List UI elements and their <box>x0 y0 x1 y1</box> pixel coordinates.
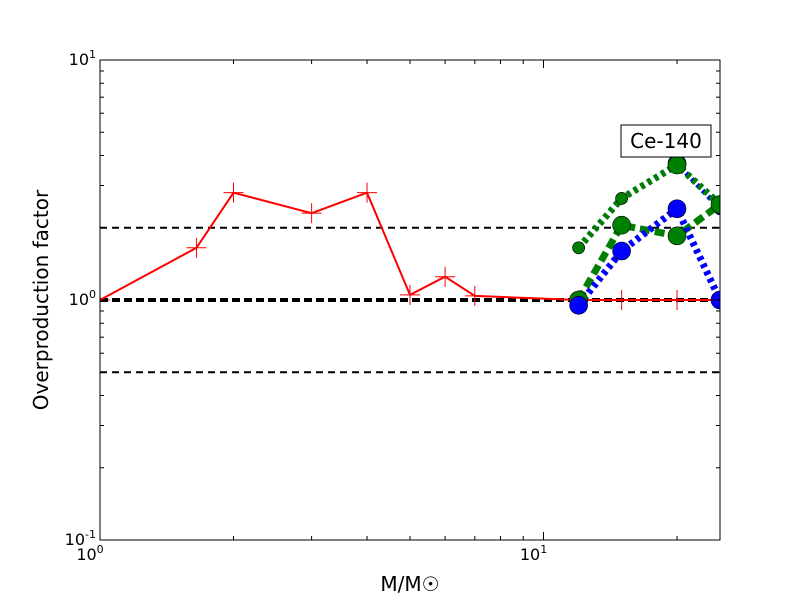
x-tick-label: 101 <box>520 543 547 564</box>
series-0-point-9 <box>611 290 632 310</box>
series-0-point-3 <box>301 203 322 224</box>
series-0-point-7 <box>464 285 485 306</box>
series-4-point-1 <box>612 241 631 261</box>
series-0-point-1 <box>186 237 207 258</box>
annotation-box: Ce-140 <box>620 124 712 158</box>
series-markers <box>100 154 720 315</box>
series-0-point-5 <box>400 284 420 305</box>
series-4-line <box>575 205 720 308</box>
y-axis-label: Overproduction factor <box>29 189 53 410</box>
y-tick-label: 10-1 <box>65 528 96 549</box>
series-0-point-6 <box>435 266 456 287</box>
series-3-point-3 <box>710 195 720 214</box>
series-0-point-2 <box>223 182 244 203</box>
x-tick-label: 100 <box>76 543 103 564</box>
series-3-point-1 <box>612 215 631 235</box>
x-axis-label: M/M☉ <box>380 572 439 596</box>
series-2-point-0 <box>572 241 585 255</box>
y-tick-label: 101 <box>69 48 96 69</box>
series-4-point-0 <box>569 296 588 315</box>
series-4-point-2 <box>667 199 687 219</box>
series-3-line <box>575 201 720 302</box>
axis-ticks <box>99 59 720 541</box>
annotation-label: Ce-140 <box>630 129 702 153</box>
series-2-line <box>575 161 720 251</box>
series-0-point-10 <box>667 290 688 310</box>
series-2-point-1 <box>615 192 628 205</box>
series-3-point-2 <box>667 226 687 246</box>
series-0-point-4 <box>357 182 378 203</box>
series-2-point-2 <box>667 155 687 175</box>
y-tick-label: 100 <box>69 288 96 309</box>
